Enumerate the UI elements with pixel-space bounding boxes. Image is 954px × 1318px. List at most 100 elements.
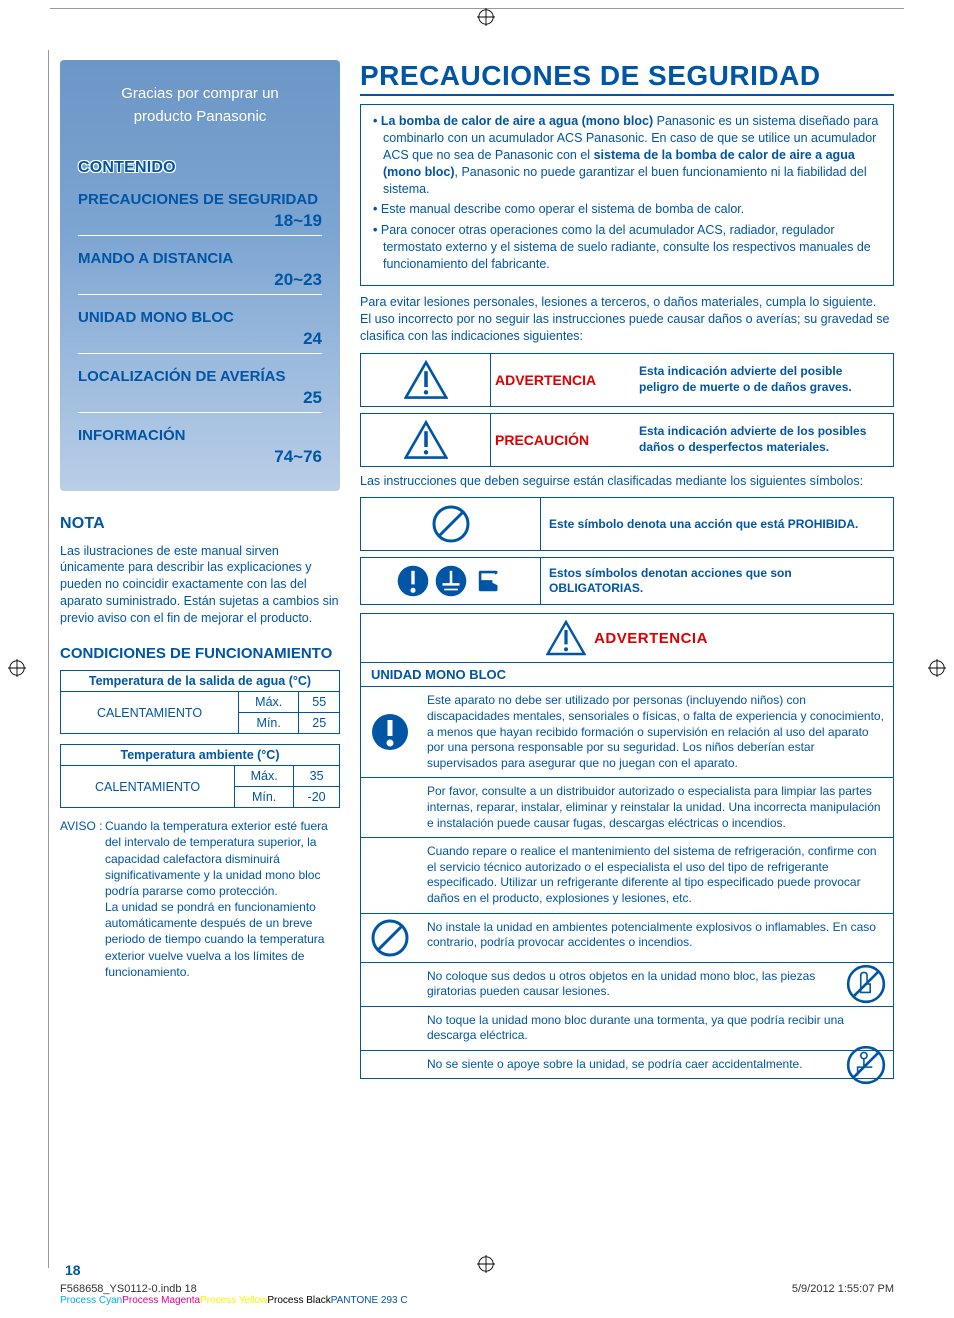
toc-panel: Gracias por comprar un producto Panasoni…: [60, 60, 340, 491]
frame-bullet: La bomba de calor de aire a agua (mono b…: [373, 113, 881, 197]
min-label: Mín.: [235, 787, 294, 808]
footer-filename: F568658_YS0112-0.indb 18: [60, 1283, 197, 1295]
table-row-label: CALENTAMIENTO: [61, 692, 239, 734]
frame-bullet: Para conocer otras operaciones como la d…: [373, 222, 881, 273]
max-label: Máx.: [235, 766, 294, 787]
conditions-table-water: Temperatura de la salida de agua (°C) CA…: [60, 670, 340, 734]
max-val: 55: [299, 692, 340, 713]
thanks-text: Gracias por comprar un producto Panasoni…: [78, 82, 322, 129]
warning-triangle-icon: [546, 620, 586, 656]
warning-text: Por favor, consulte a un distribuidor au…: [419, 778, 893, 837]
crop-mark-left: [8, 659, 26, 682]
symbol-desc: Estos símbolos denotan acciones que son …: [541, 560, 893, 603]
symbol-prohibited: Este símbolo denota una acción que está …: [360, 497, 894, 551]
max-label: Máx.: [239, 692, 299, 713]
prohibit-icon: [361, 914, 419, 962]
thanks-line1: Gracias por comprar un: [78, 82, 322, 105]
warning-table-heading: ADVERTENCIA: [594, 630, 708, 647]
warning-row: Este aparato no debe ser utilizado por p…: [361, 687, 893, 778]
warning-table: ADVERTENCIA UNIDAD MONO BLOC Este aparat…: [360, 613, 894, 1079]
sign-advertencia: ADVERTENCIA Esta indicación advierte del…: [360, 353, 894, 407]
sign-desc: Esta indicación advierte de los posibles…: [631, 418, 893, 461]
warning-text: No instale la unidad en ambientes potenc…: [419, 914, 893, 962]
min-val: 25: [299, 713, 340, 734]
warning-triangle-icon: [361, 354, 491, 406]
thanks-line2: producto Panasonic: [78, 105, 322, 128]
aviso-text: Cuando la temperatura exterior esté fuer…: [105, 818, 340, 980]
max-val: 35: [294, 766, 340, 787]
footer-timestamp: 5/9/2012 1:55:07 PM: [792, 1283, 894, 1295]
left-column: Gracias por comprar un producto Panasoni…: [60, 60, 340, 1079]
warning-text: No se siente o apoye sobre la unidad, se…: [419, 1051, 893, 1079]
toc-label: LOCALIZACIÓN DE AVERÍAS: [78, 368, 322, 386]
toc-label: INFORMACIÓN: [78, 427, 322, 445]
toc-item: PRECAUCIONES DE SEGURIDAD 18~19: [78, 191, 322, 236]
toc-item: LOCALIZACIÓN DE AVERÍAS 25: [78, 368, 322, 413]
aviso-label: AVISO :: [60, 818, 105, 980]
toc-pages: 20~23: [78, 270, 322, 290]
empty-icon: [361, 778, 419, 837]
nota-heading: NOTA: [60, 515, 340, 533]
crop-mark-top: [477, 8, 495, 31]
mandatory-icons: [361, 558, 541, 604]
warning-table-subheading: UNIDAD MONO BLOC: [361, 663, 893, 687]
toc-item: UNIDAD MONO BLOC 24: [78, 309, 322, 354]
sign-label: ADVERTENCIA: [491, 366, 631, 394]
aviso-block: AVISO : Cuando la temperatura exterior e…: [60, 818, 340, 980]
min-val: -20: [294, 787, 340, 808]
safety-heading: PRECAUCIONES DE SEGURIDAD: [360, 60, 894, 96]
toc-pages: 18~19: [78, 211, 322, 231]
empty-icon: [361, 838, 419, 912]
right-column: PRECAUCIONES DE SEGURIDAD La bomba de ca…: [360, 60, 894, 1079]
warning-row: Cuando repare o realice el mantenimiento…: [361, 838, 893, 913]
warning-row: Por favor, consulte a un distribuidor au…: [361, 778, 893, 838]
min-label: Mín.: [239, 713, 299, 734]
nota-text: Las ilustraciones de este manual sirven …: [60, 543, 340, 627]
mandatory-icon: [361, 687, 419, 777]
table-row-label: CALENTAMIENTO: [61, 766, 235, 808]
conditions-table-ambient: Temperatura ambiente (°C) CALENTAMIENTO …: [60, 744, 340, 808]
toc-label: UNIDAD MONO BLOC: [78, 309, 322, 327]
crop-mark-right: [928, 659, 946, 682]
crop-mark-bottom: [477, 1255, 495, 1278]
toc-item: INFORMACIÓN 74~76: [78, 427, 322, 471]
sign-label: PRECAUCIÓN: [491, 426, 631, 454]
safety-frame: La bomba de calor de aire a agua (mono b…: [360, 104, 894, 286]
toc-item: MANDO A DISTANCIA 20~23: [78, 250, 322, 295]
warning-text: Cuando repare o realice el mantenimiento…: [419, 838, 893, 912]
toc-pages: 24: [78, 329, 322, 349]
warning-row: No se siente o apoye sobre la unidad, se…: [361, 1051, 893, 1079]
symbol-mandatory: Estos símbolos denotan acciones que son …: [360, 557, 894, 605]
symbol-desc: Este símbolo denota una acción que está …: [541, 511, 893, 539]
warning-row: No coloque sus dedos u otros objetos en …: [361, 963, 893, 1007]
toc-heading: CONTENIDO: [78, 159, 322, 177]
warning-row: No instale la unidad en ambientes potenc…: [361, 914, 893, 963]
empty-icon: [361, 963, 419, 1006]
no-sit-icon: [845, 1044, 887, 1086]
print-footer: F568658_YS0112-0.indb 18 5/9/2012 1:55:0…: [60, 1283, 894, 1306]
sign-desc: Esta indicación advierte del posible pel…: [631, 358, 893, 401]
warning-table-header: ADVERTENCIA: [361, 614, 893, 663]
no-finger-icon: [845, 963, 887, 1005]
safety-intro-para: Para evitar lesiones personales, lesione…: [360, 294, 894, 345]
toc-label: PRECAUCIONES DE SEGURIDAD: [78, 191, 322, 209]
prohibit-icon: [361, 498, 541, 550]
conditions-heading: CONDICIONES DE FUNCIONAMIENTO: [60, 645, 340, 662]
toc-pages: 25: [78, 388, 322, 408]
warning-text: No coloque sus dedos u otros objetos en …: [419, 963, 893, 1006]
warning-text: Este aparato no debe ser utilizado por p…: [419, 687, 893, 777]
frame-bullet: Este manual describe como operar el sist…: [373, 201, 881, 218]
warning-triangle-icon: [361, 414, 491, 466]
toc-label: MANDO A DISTANCIA: [78, 250, 322, 268]
sign-precaucion: PRECAUCIÓN Esta indicación advierte de l…: [360, 413, 894, 467]
empty-icon: [361, 1051, 419, 1079]
empty-icon: [361, 1007, 419, 1050]
table-title: Temperatura ambiente (°C): [61, 745, 340, 766]
warning-text: No toque la unidad mono bloc durante una…: [419, 1007, 893, 1050]
safety-mid-para: Las instrucciones que deben seguirse est…: [360, 473, 894, 490]
crop-line-left: [48, 50, 49, 1268]
toc-pages: 74~76: [78, 447, 322, 467]
warning-row: No toque la unidad mono bloc durante una…: [361, 1007, 893, 1051]
page-columns: Gracias por comprar un producto Panasoni…: [60, 60, 894, 1079]
page-number: 18: [65, 1262, 81, 1278]
